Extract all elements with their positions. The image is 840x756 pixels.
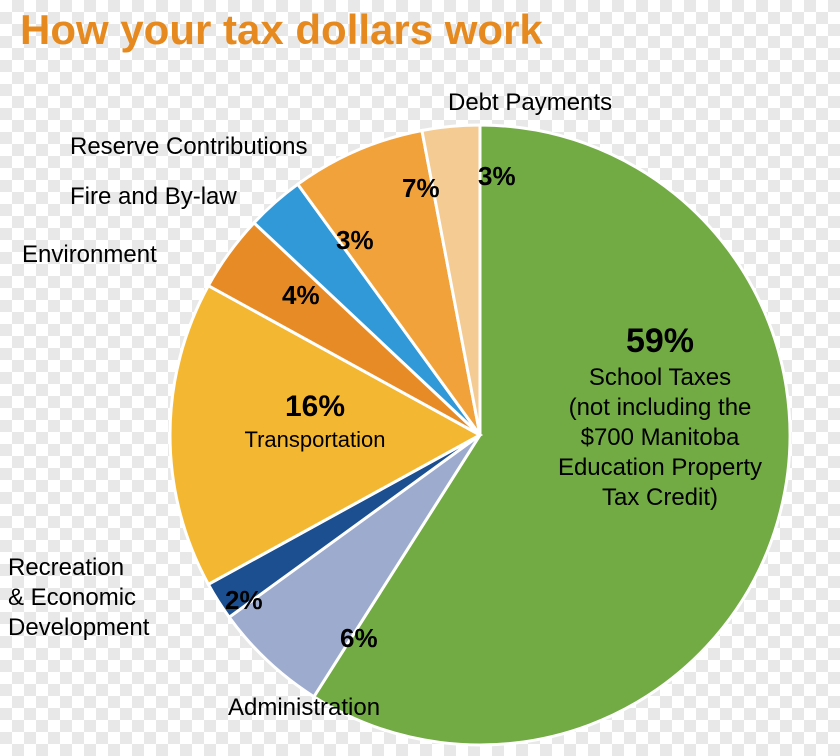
name-school-taxes-l2: (not including the (540, 393, 780, 423)
slice-label-school-taxes: 59% School Taxes (not including the $700… (540, 320, 780, 513)
pct-reserve-contributions: 7% (402, 173, 440, 204)
name-school-taxes-l1: School Taxes (540, 363, 780, 393)
slice-label-transportation: 16% Transportation (225, 388, 405, 453)
label-environment: Environment (22, 240, 157, 270)
name-school-taxes-l5: Tax Credit) (540, 483, 780, 513)
label-debt-payments: Debt Payments (448, 88, 612, 118)
name-transportation: Transportation (225, 426, 405, 454)
label-administration: Administration (228, 693, 380, 723)
pct-environment: 4% (282, 280, 320, 311)
label-fire-and-by-law: Fire and By-law (70, 182, 237, 212)
label-reserve-contributions: Reserve Contributions (70, 132, 307, 162)
pct-fire-and-by-law: 3% (336, 225, 374, 256)
pct-school-taxes: 59% (540, 320, 780, 363)
name-school-taxes-l4: Education Property (540, 453, 780, 483)
name-school-taxes-l3: $700 Manitoba (540, 423, 780, 453)
pct-administration: 6% (340, 623, 378, 654)
pct-recreation-economic-development: 2% (225, 585, 263, 616)
pct-debt-payments: 3% (478, 161, 516, 192)
pct-transportation: 16% (225, 388, 405, 426)
label-recreation-economic-development: Recreation & Economic Development (8, 553, 149, 643)
